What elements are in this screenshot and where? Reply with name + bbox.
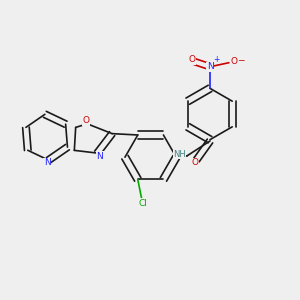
Text: N: N: [207, 62, 213, 71]
Text: +: +: [213, 55, 220, 64]
Text: NH: NH: [173, 150, 186, 159]
Text: O: O: [82, 116, 89, 125]
Text: O: O: [189, 55, 196, 64]
Text: O: O: [191, 158, 199, 167]
Text: Cl: Cl: [139, 199, 148, 208]
Text: O: O: [231, 57, 238, 66]
Text: −: −: [237, 55, 245, 64]
Text: N: N: [96, 152, 103, 160]
Text: N: N: [44, 158, 50, 167]
